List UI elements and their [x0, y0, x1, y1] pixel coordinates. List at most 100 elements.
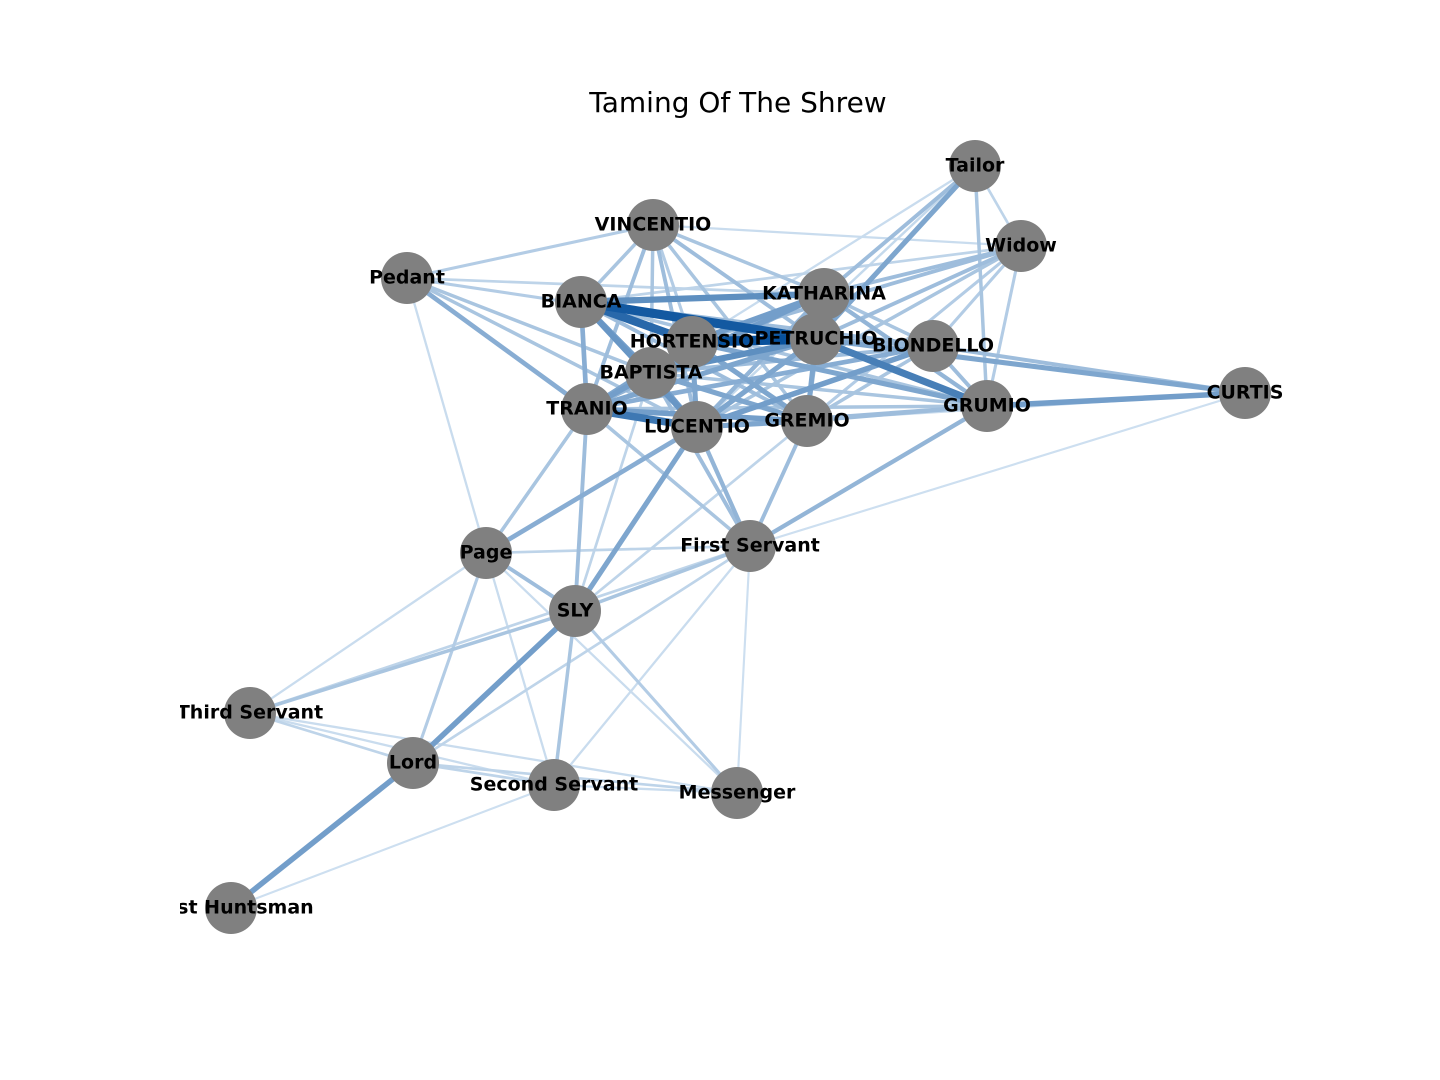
node-label-page: Page [460, 542, 513, 564]
node-label-tranio: TRANIO [546, 398, 627, 420]
edge-widow-bianca [579, 244, 1023, 304]
node-messenger [711, 767, 763, 819]
edge-tranio-first-servant [585, 407, 752, 548]
label-layer: VINCENTIO Tailor Widow Pedant BIANCA KATHARIN… [148, 155, 1284, 919]
edge-katharina-vincentio [651, 223, 826, 296]
edge-lucentio-katharina [694, 291, 827, 430]
edge-petruchio-vincentio [651, 223, 818, 341]
edge-katharina-widow [822, 244, 1023, 296]
edge-bianca-katharina [577, 290, 828, 306]
edge-grumio-first-servant [747, 403, 990, 549]
edge-tranio-pedant [404, 275, 590, 412]
node-label-petruchio: PETRUCHIO [755, 328, 878, 350]
node-label-second-servant: Second Servant [470, 774, 638, 796]
node-label-bianca: BIANCA [541, 291, 622, 313]
edge-second-servant-messenger [552, 783, 739, 795]
edge-first-servant-messenger [735, 544, 752, 795]
node-label-first-huntsman: First Huntsman [148, 897, 313, 919]
edge-page-second-servant [484, 551, 556, 787]
edge-vincentio-widow [651, 223, 1023, 248]
node-second-servant [528, 759, 580, 811]
edge-lucentio-page [483, 424, 700, 556]
edge-petruchio-tranio [584, 336, 819, 412]
node-first-huntsman [205, 882, 257, 934]
node-label-widow: Widow [985, 235, 1057, 257]
node-page [460, 527, 512, 579]
node-petruchio [790, 313, 842, 365]
node-hortensio [666, 316, 718, 368]
node-grumio [961, 380, 1013, 432]
edge-bianca-grumio [579, 300, 989, 408]
node-sly [549, 585, 601, 637]
node-curtis [1219, 367, 1271, 419]
edge-lord-first-servant [411, 544, 752, 765]
edge-baptista-first-servant [649, 371, 752, 548]
node-label-first-servant: First Servant [680, 535, 820, 557]
edge-lucentio-pedant [405, 276, 699, 429]
edge-pedant-katharina [405, 276, 826, 296]
node-label-gremio: GREMIO [764, 410, 849, 432]
edge-baptista-gremio [648, 370, 810, 424]
edge-petruchio-widow [814, 244, 1023, 341]
edge-petruchio-grumio [812, 335, 991, 410]
node-gremio [781, 395, 833, 447]
node-label-sly: SLY [557, 600, 594, 622]
edge-second-servant-first-huntsman [229, 783, 556, 910]
node-label-lucentio: LUCENTIO [644, 416, 750, 438]
edge-curtis-first-servant [748, 391, 1247, 548]
edge-sly-gremio [573, 419, 809, 613]
edge-sly-second-servant [552, 609, 577, 787]
edge-sly-third-servant [248, 609, 577, 715]
node-label-biondello: BIONDELLO [872, 335, 994, 357]
node-biondello [907, 320, 959, 372]
edge-grumio-curtis [984, 390, 1248, 409]
edge-lord-page [411, 551, 488, 765]
edge-sly-lord [410, 608, 578, 766]
edge-katharina-tailor [822, 164, 977, 296]
node-katharina [798, 268, 850, 320]
node-bianca [555, 276, 607, 328]
edge-petruchio-curtis [813, 336, 1248, 396]
node-pedant [381, 252, 433, 304]
node-label-pedant: Pedant [369, 267, 445, 289]
edge-grumio-gremio [805, 404, 989, 423]
edge-sly-first-servant [573, 544, 752, 613]
node-label-katharina: KATHARINA [762, 283, 886, 305]
edge-page-messenger [484, 551, 739, 795]
node-tranio [561, 383, 613, 435]
node-label-baptista: BAPTISTA [599, 362, 702, 384]
node-label-messenger: Messenger [679, 782, 796, 804]
edge-petruchio-baptista [647, 335, 820, 377]
node-label-tailor: Tailor [946, 155, 1005, 177]
chart-title: Taming Of The Shrew [589, 86, 887, 119]
node-label-curtis: CURTIS [1207, 382, 1284, 404]
edge-tranio-page [484, 407, 589, 555]
node-label-grumio: GRUMIO [943, 395, 1031, 417]
edge-sly-messenger [573, 609, 739, 795]
edge-baptista-grumio [649, 371, 989, 408]
edge-page-pedant [405, 276, 488, 555]
edge-vincentio-pedant [405, 223, 655, 280]
node-baptista [625, 347, 677, 399]
node-first-servant [724, 520, 776, 572]
node-label-third-servant: Third Servant [177, 702, 323, 724]
edge-third-servant-messenger [248, 711, 739, 795]
edge-page-third-servant [248, 551, 488, 715]
node-third-servant [224, 687, 276, 739]
edge-lord-first-huntsman [228, 760, 416, 911]
node-layer [205, 140, 1271, 934]
node-widow [995, 220, 1047, 272]
edge-grumio-widow [985, 244, 1023, 408]
edge-lucentio-biondello [694, 343, 936, 430]
node-lord [387, 737, 439, 789]
edge-lucentio-sly [572, 424, 700, 614]
node-label-hortensio: HORTENSIO [630, 331, 755, 353]
node-vincentio [627, 199, 679, 251]
edge-first-servant-second-servant [552, 544, 752, 787]
node-lucentio [671, 401, 723, 453]
edge-lord-third-servant [248, 711, 415, 765]
edge-grumio-tailor [973, 164, 989, 408]
edge-baptista-pedant [405, 276, 653, 375]
node-label-lord: Lord [389, 752, 437, 774]
